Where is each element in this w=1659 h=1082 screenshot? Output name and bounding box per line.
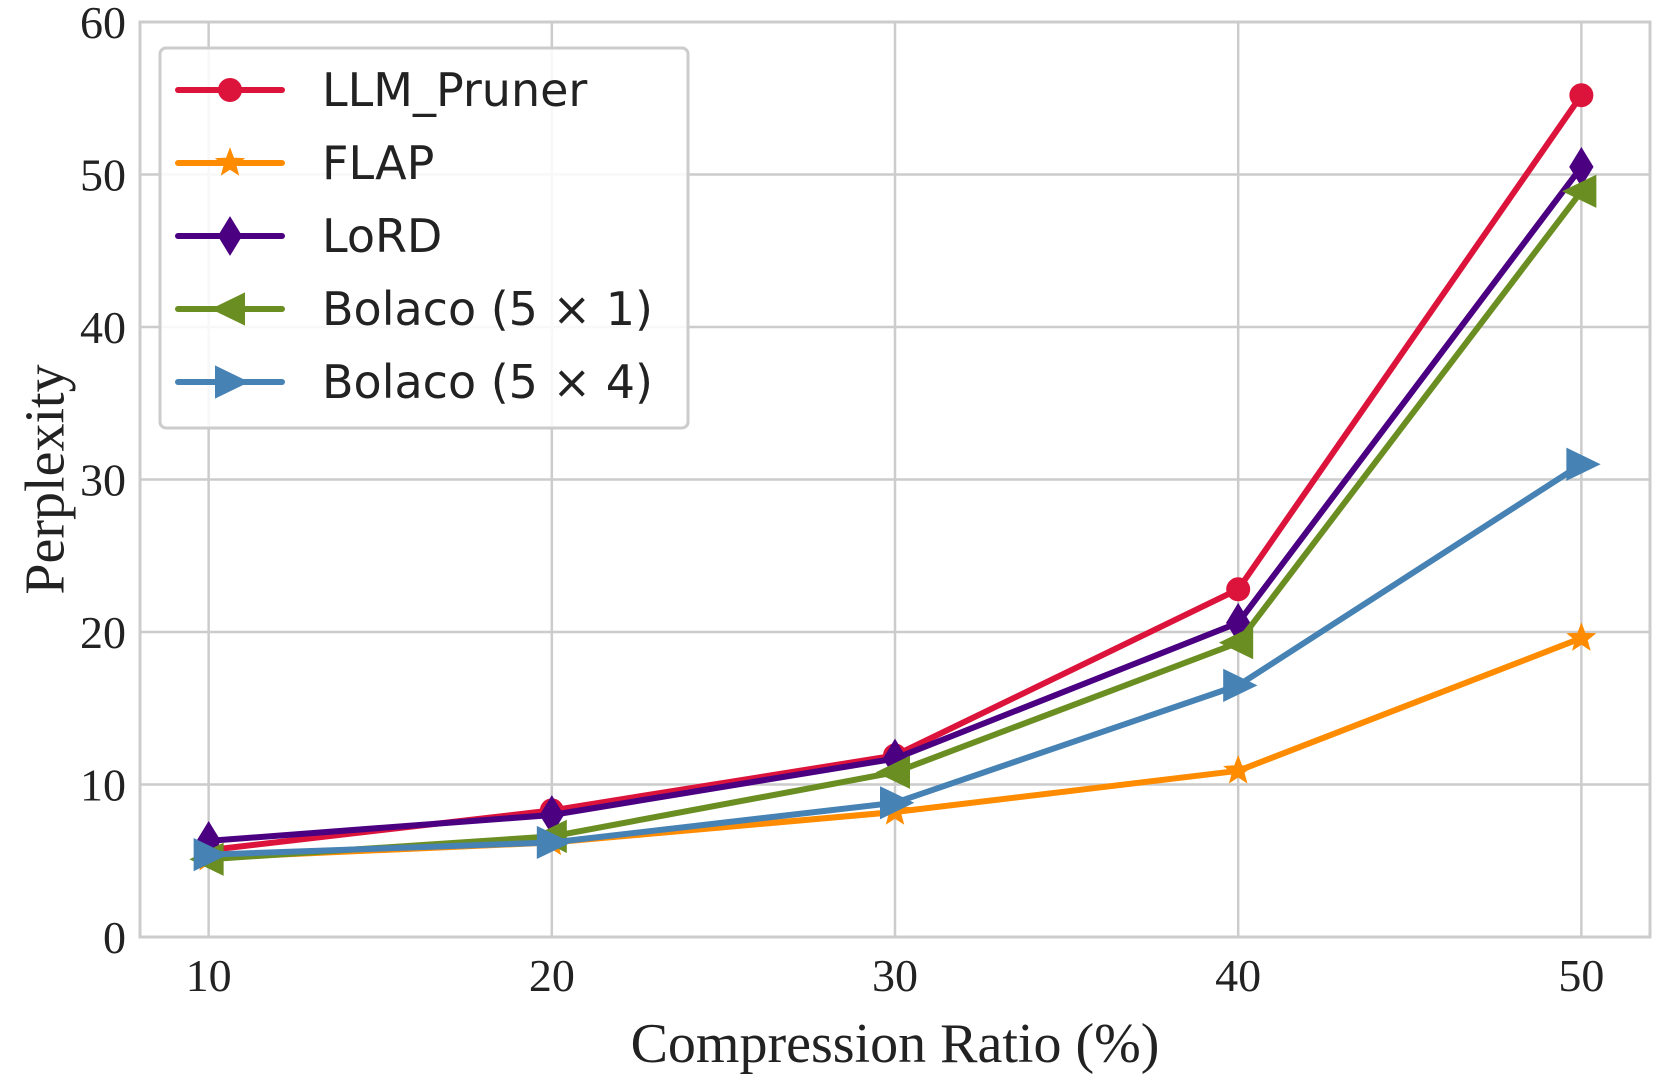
legend-marker — [217, 216, 243, 256]
y-tick-label: 30 — [80, 455, 126, 506]
data-point — [536, 825, 572, 860]
data-point — [1566, 447, 1601, 481]
data-point — [193, 838, 228, 872]
legend-box — [158, 46, 690, 430]
data-point — [1223, 754, 1254, 784]
y-axis-label: Perplexity — [15, 364, 77, 594]
x-axis-label: Compression Ratio (%) — [631, 1013, 1160, 1075]
legend-entry: Bolaco (5 × 4) — [175, 355, 653, 409]
legend: LLM_Pruner FLAP LoRD Bolaco (5 × 1) Bolaco (… — [158, 46, 690, 430]
data-point — [1562, 174, 1597, 208]
legend-label: FLAP — [322, 136, 434, 190]
data-point — [880, 786, 915, 820]
data-point — [1566, 622, 1597, 651]
legend-entry: LoRD — [175, 209, 442, 263]
legend-label: LoRD — [322, 209, 442, 263]
data-point — [1569, 83, 1594, 108]
data-point — [1226, 577, 1251, 602]
y-tick-label: 20 — [80, 607, 126, 658]
y-tick-label: 0 — [103, 912, 126, 963]
series — [189, 83, 1601, 876]
x-axis-ticks: 10 20 30 40 50 — [186, 950, 1605, 1001]
legend-entry: Bolaco (5 × 1) — [175, 282, 653, 336]
legend-label: Bolaco (5 × 4) — [322, 355, 653, 409]
data-point — [1223, 668, 1258, 702]
y-axis-ticks: 0 10 20 30 40 50 60 — [80, 0, 126, 963]
legend-entry: LLM_Pruner — [175, 63, 587, 117]
legend-entry: FLAP — [175, 136, 434, 190]
y-tick-label: 40 — [80, 302, 126, 353]
series-4 — [193, 447, 1601, 872]
legend-marker — [215, 365, 250, 399]
data-point — [1218, 626, 1254, 660]
x-tick-label: 20 — [529, 950, 575, 1001]
x-tick-label: 10 — [186, 950, 232, 1001]
data-point — [875, 755, 910, 789]
x-tick-label: 40 — [1215, 950, 1261, 1001]
legend-label: LLM_Pruner — [322, 63, 587, 117]
y-tick-label: 50 — [80, 150, 126, 201]
y-tick-label: 10 — [80, 760, 126, 811]
x-tick-label: 30 — [872, 950, 918, 1001]
legend-marker — [210, 292, 245, 326]
legend-label: Bolaco (5 × 1) — [322, 282, 653, 336]
legend-marker — [218, 78, 242, 102]
y-tick-label: 60 — [80, 0, 126, 48]
plot-frame — [138, 20, 1652, 939]
x-tick-label: 50 — [1558, 950, 1604, 1001]
legend-marker — [214, 147, 246, 176]
